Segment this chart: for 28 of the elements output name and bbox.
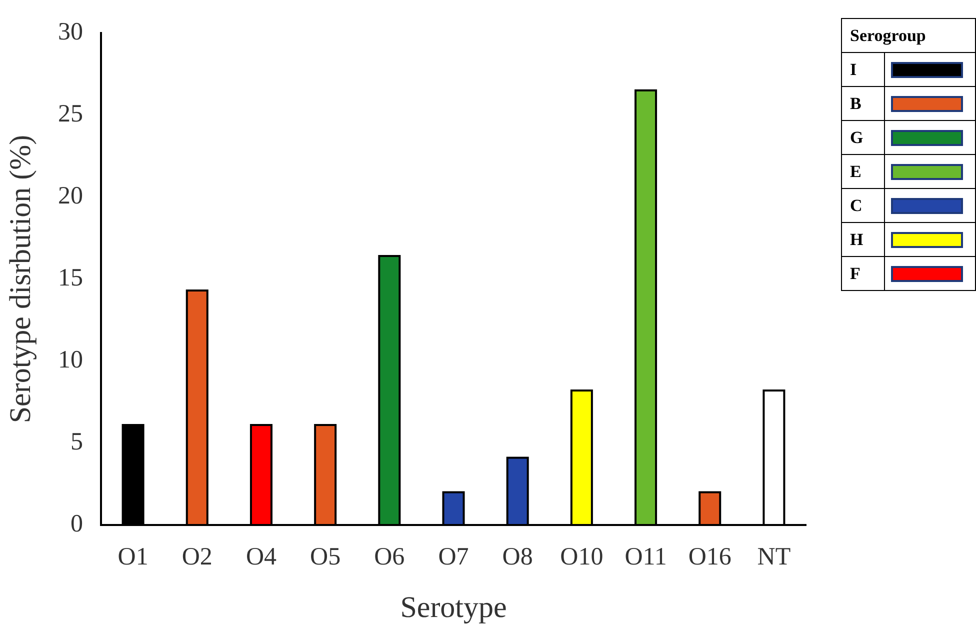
y-tick-label: 20: [58, 182, 83, 210]
x-tick-label: O16: [688, 544, 732, 571]
x-tick-label: O10: [560, 544, 604, 571]
x-tick-label: O2: [182, 544, 212, 571]
y-tick-label: 10: [58, 346, 83, 374]
x-tick-label: O7: [438, 544, 469, 571]
x-tick-label: O8: [502, 544, 533, 571]
legend-label: C: [842, 188, 884, 222]
y-tick-label: 15: [58, 264, 83, 292]
x-tick-label: O11: [624, 544, 667, 571]
legend-label: G: [842, 120, 884, 154]
y-tick-label: 0: [70, 510, 83, 538]
x-tick-label: NT: [757, 544, 791, 571]
x-axis-title: Serotype: [400, 590, 507, 624]
x-tick-label: O4: [246, 544, 277, 571]
legend-label: E: [842, 154, 884, 188]
x-tick-label: O1: [118, 544, 148, 571]
y-tick-label: 30: [58, 18, 83, 46]
y-axis-title: Serotype disrbution (%): [4, 134, 37, 424]
legend-label: I: [842, 52, 884, 86]
x-tick-label: O6: [374, 544, 405, 571]
legend-label: B: [842, 86, 884, 120]
y-tick-label: 25: [58, 100, 83, 128]
legend-label: F: [842, 256, 884, 290]
legend-title: Serogroup: [842, 18, 976, 52]
legend-label: H: [842, 222, 884, 256]
x-tick-label: O5: [310, 544, 341, 571]
y-tick-label: 5: [70, 428, 83, 456]
